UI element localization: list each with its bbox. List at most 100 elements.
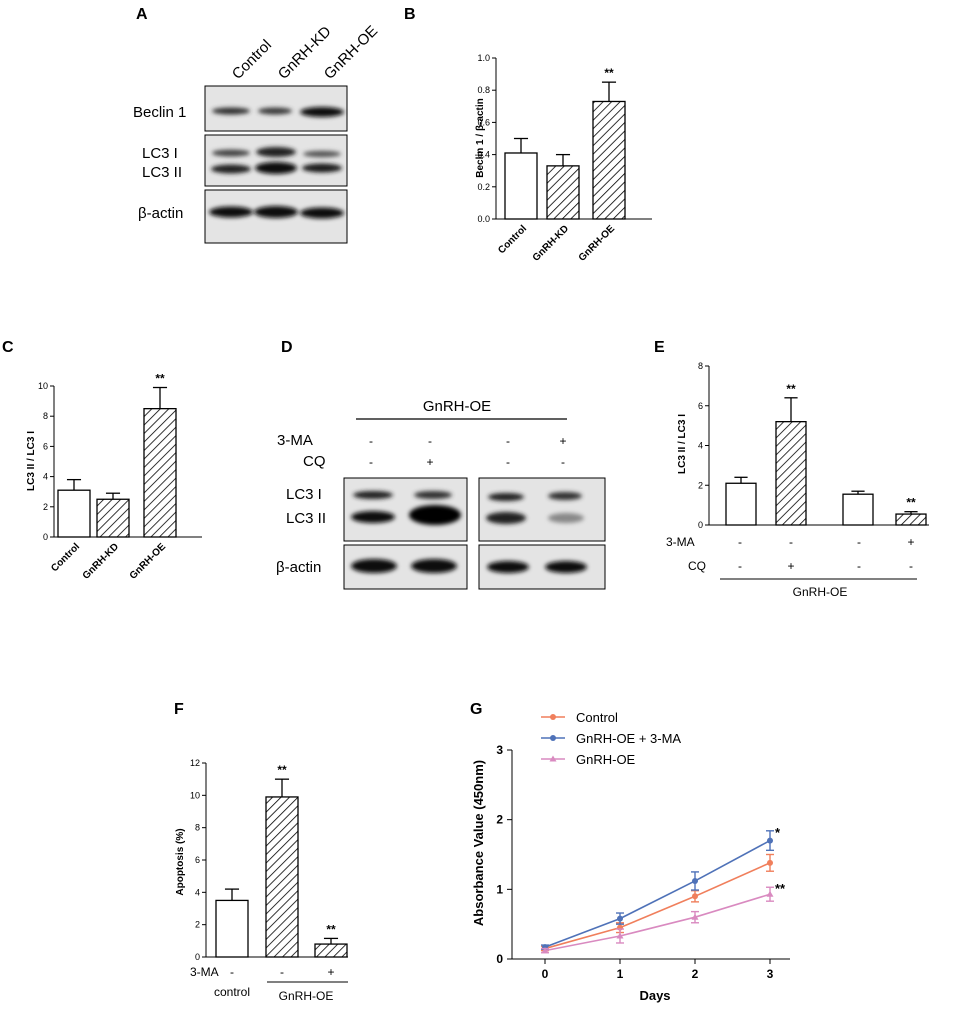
y-tick-label: 0 <box>195 952 200 962</box>
chart-f-group-gnrh-oe: GnRH-OE <box>279 989 334 1003</box>
y-tick-label: 1 <box>496 882 503 896</box>
y-tick-label: 6 <box>195 855 200 865</box>
data-point <box>691 913 699 920</box>
panel-label-b: B <box>404 6 416 23</box>
chart-e-sign: - <box>738 535 742 549</box>
panel-f: F Apoptosis (%) 0 2 4 6 8 10 12 ** ** 3-MA - - +… <box>174 701 348 1003</box>
row-label-lc3-ii: LC3 II <box>142 164 182 181</box>
bar <box>725 482 757 526</box>
chart-e-ylabel: LC3 II / LC3 I <box>677 414 688 474</box>
panel-label-g: G <box>470 701 482 718</box>
chart-e-sign: - <box>857 535 861 549</box>
panel-g: G Absorbance Value (450nm) Days 0 1 2 3 0 1 2 3… <box>470 701 790 1003</box>
y-tick-label: 3 <box>496 743 503 757</box>
row-label-lc3-i: LC3 I <box>142 145 178 162</box>
significance-label: ** <box>277 763 287 777</box>
x-tick-label: Control <box>49 541 82 574</box>
row-label-beclin1: Beclin 1 <box>133 104 186 121</box>
y-tick-label: 8 <box>43 411 48 421</box>
y-tick-label: 2 <box>43 502 48 512</box>
x-tick-label: 3 <box>767 967 774 981</box>
x-tick-label: 1 <box>617 967 624 981</box>
legend-label: GnRH-OE + 3-MA <box>576 731 681 746</box>
y-tick-label: 0.4 <box>477 150 490 160</box>
data-point <box>616 932 624 939</box>
legend-marker <box>550 714 556 720</box>
significance-label: ** <box>326 922 336 936</box>
y-tick-label: 2 <box>496 813 503 827</box>
blot-d-sign: - <box>369 455 373 469</box>
blot-d-lc3-box-right <box>478 477 606 542</box>
panel-label-e: E <box>654 339 665 356</box>
y-tick-label: 0.8 <box>477 85 490 95</box>
x-tick-label: GnRH-OE <box>128 541 169 582</box>
chart-f-group-control: control <box>214 985 250 999</box>
y-tick-label: 8 <box>195 823 200 833</box>
y-tick-label: 0 <box>43 532 48 542</box>
panel-label-d: D <box>281 339 293 356</box>
chart-f-sign: + <box>327 965 334 979</box>
blot-d-sign: - <box>506 434 510 448</box>
blot-d-row-lc3-ii: LC3 II <box>286 510 326 527</box>
chart-f-sign: - <box>230 965 234 979</box>
blot-d-lc3-bands <box>351 491 584 525</box>
data-point <box>692 877 698 884</box>
blot-a-lc3-box <box>204 134 348 187</box>
chart-b-ylabel: Beclin 1 / β-actin <box>475 98 486 177</box>
blot-d-row-lc3-i: LC3 I <box>286 486 322 503</box>
x-tick-label: Control <box>496 223 529 256</box>
data-point <box>766 890 774 897</box>
panel-label-c: C <box>2 339 14 356</box>
panel-b: B Beclin 1 / β-actin 0.0 0.2 0.4 0.6 0.8 1.0 C… <box>404 6 652 264</box>
data-point <box>541 947 549 954</box>
chart-e-sign: - <box>857 559 861 573</box>
blot-d-sign: - <box>369 434 373 448</box>
blot-a-actin-bands <box>209 206 344 219</box>
series-line <box>544 839 771 948</box>
chart-b-plot: 0.0 0.2 0.4 0.6 0.8 1.0 Control GnRH-KD ** GnRH-O… <box>477 53 652 264</box>
row-label-beta-actin: β-actin <box>138 205 183 222</box>
y-tick-label: 10 <box>190 790 200 800</box>
chart-c-ylabel: LC3 II / LC3 I <box>26 431 37 491</box>
panel-e: E LC3 II / LC3 I 0 2 4 6 8 ** ** 3-MA CQ - - -… <box>654 339 929 599</box>
y-tick-label: 2 <box>195 920 200 930</box>
y-tick-label: 0 <box>698 520 703 530</box>
blot-d-sign: + <box>426 455 433 469</box>
y-tick-label: 6 <box>698 401 703 411</box>
chart-e-group-label: GnRH-OE <box>793 585 848 599</box>
x-tick-label: 2 <box>692 967 699 981</box>
y-tick-label: 8 <box>698 361 703 371</box>
blot-a-lc3-bands <box>211 147 342 174</box>
blot-d-treatment-cq: CQ <box>303 453 326 470</box>
panel-a: A Control GnRH-KD GnRH-OE Beclin 1 LC3 I… <box>133 6 381 244</box>
bar <box>57 489 91 538</box>
legend-marker <box>550 735 556 741</box>
y-tick-label: 4 <box>195 887 200 897</box>
chart-e-treatment-cq: CQ <box>688 559 706 573</box>
chart-f-ylabel: Apoptosis (%) <box>175 828 186 895</box>
blot-d-sign: - <box>506 455 510 469</box>
bar <box>265 796 299 958</box>
panel-label-f: F <box>174 701 184 718</box>
y-tick-label: 1.0 <box>477 53 490 63</box>
chart-e-sign: + <box>787 559 794 573</box>
y-tick-label: 4 <box>698 441 703 451</box>
chart-e-sign: - <box>909 559 913 573</box>
chart-e-treatment-3ma: 3-MA <box>666 535 695 549</box>
blot-d-group-label: GnRH-OE <box>423 398 491 415</box>
data-point <box>767 837 773 844</box>
blot-d-sign: - <box>561 455 565 469</box>
y-tick-label: 10 <box>38 381 48 391</box>
chart-f-plot: 0 2 4 6 8 10 12 ** ** <box>190 758 348 962</box>
x-tick-label: GnRH-KD <box>531 223 571 263</box>
x-tick-label: 0 <box>542 967 549 981</box>
blot-d-actin-bands <box>351 559 587 573</box>
chart-e-sign: + <box>907 535 914 549</box>
bar <box>96 498 130 538</box>
chart-g-xlabel: Days <box>639 988 670 1003</box>
chart-g-ylabel: Absorbance Value (450nm) <box>471 760 486 926</box>
bar <box>314 943 348 958</box>
